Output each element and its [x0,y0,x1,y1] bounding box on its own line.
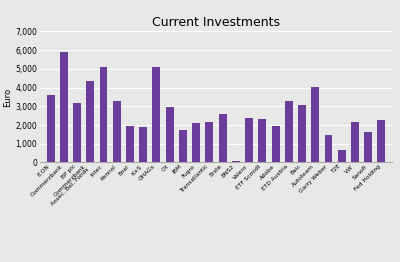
Bar [232,161,240,162]
Bar [338,150,346,162]
Bar [258,119,266,162]
Bar [298,105,306,162]
Bar [192,123,200,162]
Bar [206,122,213,162]
Bar [113,101,121,162]
Bar [126,126,134,162]
Bar [378,120,385,162]
Bar [351,122,359,162]
Bar [364,133,372,162]
Bar [100,67,108,162]
Bar [272,125,280,162]
Bar [219,114,226,162]
Bar [86,81,94,162]
Bar [324,135,332,162]
Bar [166,107,174,162]
Bar [245,118,253,162]
Bar [73,102,81,162]
Bar [179,130,187,162]
Bar [60,52,68,162]
Bar [311,87,319,162]
Bar [47,95,54,162]
Bar [139,127,147,162]
Title: Current Investments: Current Investments [152,16,280,29]
Y-axis label: Euro: Euro [4,88,12,106]
Bar [285,101,293,162]
Bar [152,67,160,162]
